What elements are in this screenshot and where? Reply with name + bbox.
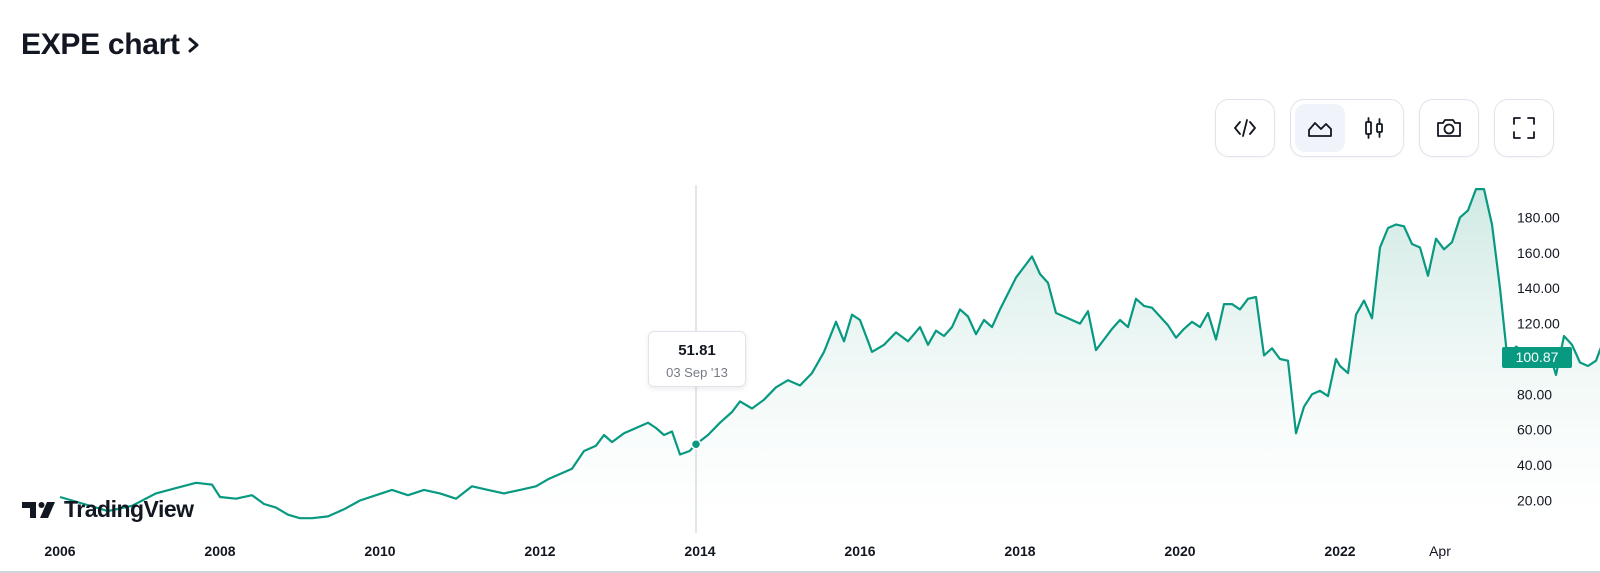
x-axis-tick: 2022 — [1324, 543, 1355, 559]
y-axis-tick: 120.00 — [1517, 316, 1560, 332]
chevron-right-icon — [188, 37, 199, 53]
fullscreen-icon — [1513, 117, 1535, 139]
tooltip-date: 03 Sep '13 — [666, 365, 728, 381]
area-chart-button[interactable] — [1295, 104, 1345, 152]
y-axis-tick: 60.00 — [1517, 422, 1552, 438]
last-price-label: 100.87 — [1502, 346, 1572, 368]
chart-title-link[interactable]: EXPE chart — [21, 28, 204, 62]
embed-code-icon — [1234, 119, 1256, 137]
fullscreen-button[interactable] — [1499, 104, 1549, 152]
snapshot-group — [1419, 99, 1479, 157]
x-axis-tick: 2014 — [684, 543, 715, 559]
bottom-divider — [0, 571, 1600, 573]
page-title: EXPE chart — [21, 28, 180, 61]
y-axis-tick: 20.00 — [1517, 493, 1552, 509]
crosshair-point — [690, 438, 702, 450]
x-axis-tick: 2016 — [844, 543, 875, 559]
candlestick-icon — [1365, 117, 1383, 139]
embed-group — [1215, 99, 1275, 157]
chart-style-group — [1290, 99, 1404, 157]
y-axis-tick: 160.00 — [1517, 245, 1560, 261]
camera-icon — [1437, 119, 1461, 137]
y-axis-tick: 180.00 — [1517, 209, 1560, 225]
tradingview-logo[interactable]: TradingView — [22, 496, 194, 523]
fullscreen-group — [1494, 99, 1554, 157]
snapshot-button[interactable] — [1424, 104, 1474, 152]
price-area-fill — [60, 189, 1600, 519]
candlestick-button[interactable] — [1349, 104, 1399, 152]
y-axis-tick: 140.00 — [1517, 280, 1560, 296]
price-line — [59, 188, 1600, 520]
brand-name: TradingView — [64, 496, 194, 522]
x-axis-tick: Apr — [1429, 543, 1451, 559]
area-chart-icon — [1308, 122, 1332, 137]
y-axis-tick: 40.00 — [1517, 457, 1552, 473]
crosshair-tooltip: 51.81 03 Sep '13 — [648, 331, 746, 388]
x-axis-tick: 2018 — [1004, 543, 1035, 559]
x-axis-tick: 2012 — [524, 543, 555, 559]
tradingview-mark-icon — [22, 501, 55, 518]
embed-code-button[interactable] — [1220, 104, 1270, 152]
x-axis-tick: 2008 — [204, 543, 235, 559]
x-axis-tick: 2006 — [44, 543, 75, 559]
tooltip-value: 51.81 — [678, 342, 716, 360]
x-axis-tick: 2020 — [1164, 543, 1195, 559]
chart-toolbar — [1215, 99, 1554, 157]
y-axis-tick: 80.00 — [1517, 386, 1552, 402]
x-axis-tick: 2010 — [364, 543, 395, 559]
